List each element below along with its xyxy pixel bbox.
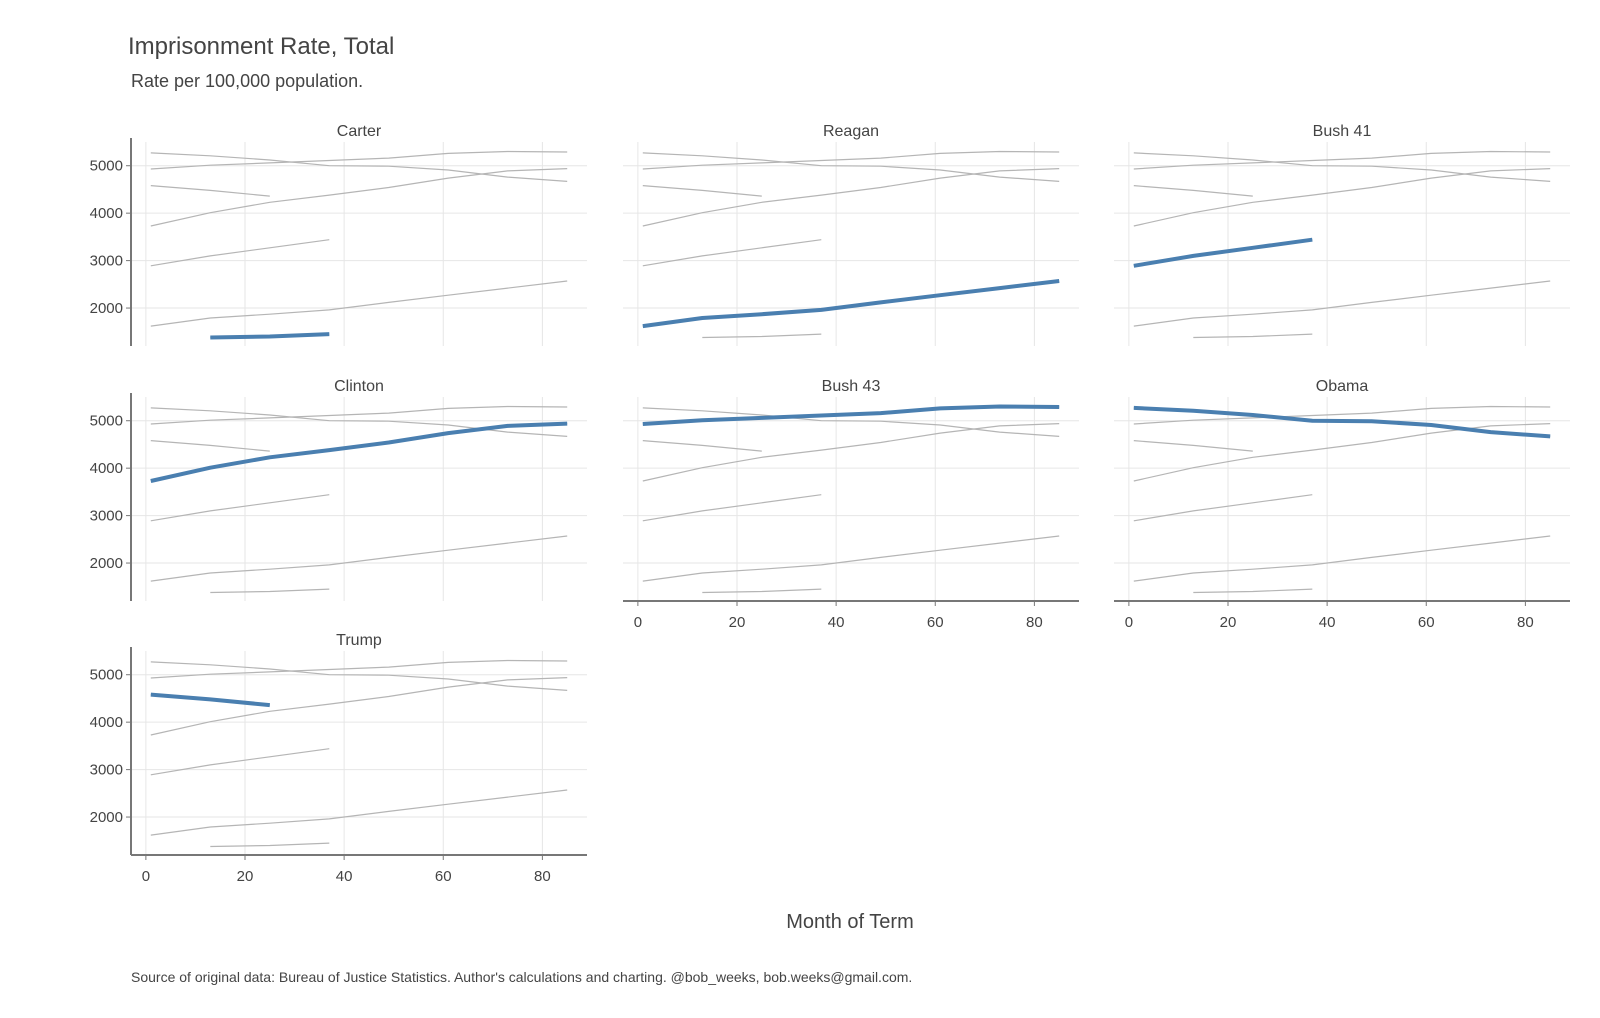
ghost-line-obama (150, 661, 568, 691)
ghost-line-reagan (642, 535, 1060, 582)
facet-reagan: Reagan (623, 123, 1079, 346)
ghost-line-bush-41 (150, 494, 330, 522)
facet-label-bush-41: Bush 41 (1313, 123, 1372, 140)
ghost-line-carter (210, 588, 330, 594)
ghost-line-bush-43 (1133, 405, 1551, 425)
x-tick-label: 40 (828, 614, 845, 631)
ghost-line-clinton (1133, 168, 1551, 227)
ghost-line-clinton (150, 677, 568, 736)
x-axis-label: Month of Term (786, 911, 913, 933)
ghost-line-reagan (150, 280, 568, 327)
ghost-line-clinton (150, 168, 568, 227)
x-tick-label: 20 (1220, 614, 1237, 631)
ghost-line-bush-41 (150, 748, 330, 776)
ghost-line-reagan (1133, 280, 1551, 327)
facet-label-clinton: Clinton (334, 378, 384, 395)
ghost-line-obama (150, 152, 568, 182)
x-tick-label: 40 (336, 868, 353, 885)
facet-carter: Carter 2000 3000 4000 5000 (90, 123, 587, 346)
x-tick-label: 80 (534, 868, 551, 885)
ghost-line-bush-41 (1133, 494, 1313, 522)
ghost-line-clinton (642, 423, 1060, 482)
ghost-line-bush-43 (150, 405, 568, 425)
ghost-line-obama (642, 407, 1060, 437)
ghost-line-trump (642, 440, 762, 452)
facet-bush-41: Bush 41 (1114, 123, 1570, 346)
facet-trump: Trump 2000 3000 4000 5000 0 20 40 60 80 (90, 632, 587, 885)
y-tick-label: 5000 (90, 667, 123, 684)
y-tick-label: 2000 (90, 555, 123, 572)
facet-label-bush-43: Bush 43 (822, 378, 881, 395)
highlight-line-obama (1133, 405, 1551, 439)
y-tick-label: 2000 (90, 300, 123, 317)
ghost-line-reagan (150, 535, 568, 582)
highlight-line-clinton (150, 421, 568, 483)
x-tick-label: 20 (237, 868, 254, 885)
y-tick-label: 4000 (90, 205, 123, 222)
highlight-line-bush-43 (642, 404, 1060, 426)
chart-title: Imprisonment Rate, Total (128, 33, 394, 60)
y-tick-label: 5000 (90, 158, 123, 175)
x-tick-label: 20 (729, 614, 746, 631)
x-tick-label: 60 (435, 868, 452, 885)
x-tick-label: 80 (1517, 614, 1534, 631)
x-tick-label: 60 (1418, 614, 1435, 631)
ghost-line-bush-43 (642, 150, 1060, 170)
facet-bush-43: Bush 43 0 20 40 60 80 (623, 378, 1079, 631)
ghost-line-carter (702, 588, 822, 594)
ghost-line-bush-43 (150, 150, 568, 170)
ghost-line-trump (1133, 440, 1253, 452)
ghost-line-bush-43 (150, 659, 568, 679)
ghost-line-bush-43 (1133, 150, 1551, 170)
chart-subtitle: Rate per 100,000 population. (131, 71, 363, 91)
y-tick-label: 3000 (90, 253, 123, 270)
highlight-line-trump (150, 692, 270, 708)
chart-caption: Source of original data: Bureau of Justi… (131, 969, 912, 985)
y-tick-label: 2000 (90, 809, 123, 826)
ghost-line-trump (1133, 185, 1253, 197)
facet-label-trump: Trump (336, 632, 382, 649)
x-tick-label: 60 (927, 614, 944, 631)
ghost-line-carter (1193, 333, 1313, 339)
x-tick-label: 40 (1319, 614, 1336, 631)
y-tick-label: 3000 (90, 762, 123, 779)
ghost-line-bush-41 (642, 494, 822, 522)
ghost-line-obama (150, 407, 568, 437)
facet-label-reagan: Reagan (823, 123, 879, 140)
ghost-line-reagan (1133, 535, 1551, 582)
ghost-line-obama (642, 152, 1060, 182)
ghost-line-carter (210, 842, 330, 848)
facet-clinton: Clinton 2000 3000 4000 5000 (90, 378, 587, 601)
ghost-line-obama (1133, 152, 1551, 182)
y-tick-label: 3000 (90, 508, 123, 525)
x-tick-label: 0 (142, 868, 150, 885)
y-tick-label: 4000 (90, 714, 123, 731)
ghost-line-bush-41 (642, 239, 822, 267)
highlight-line-bush-41 (1133, 237, 1313, 268)
x-tick-label: 80 (1026, 614, 1043, 631)
ghost-line-trump (150, 185, 270, 197)
ghost-line-clinton (1133, 423, 1551, 482)
facet-label-obama: Obama (1316, 378, 1369, 395)
y-tick-label: 4000 (90, 460, 123, 477)
y-tick-label: 5000 (90, 413, 123, 430)
ghost-line-bush-41 (150, 239, 330, 267)
ghost-line-trump (150, 440, 270, 452)
highlight-line-reagan (642, 279, 1060, 329)
ghost-line-carter (702, 333, 822, 339)
ghost-line-clinton (642, 168, 1060, 227)
ghost-line-carter (1193, 588, 1313, 594)
ghost-line-trump (642, 185, 762, 197)
highlight-line-carter (210, 332, 330, 340)
ghost-line-reagan (150, 789, 568, 836)
facet-obama: Obama 0 20 40 60 80 (1114, 378, 1570, 631)
facet-label-carter: Carter (337, 123, 382, 140)
x-tick-label: 0 (634, 614, 642, 631)
x-tick-label: 0 (1125, 614, 1133, 631)
